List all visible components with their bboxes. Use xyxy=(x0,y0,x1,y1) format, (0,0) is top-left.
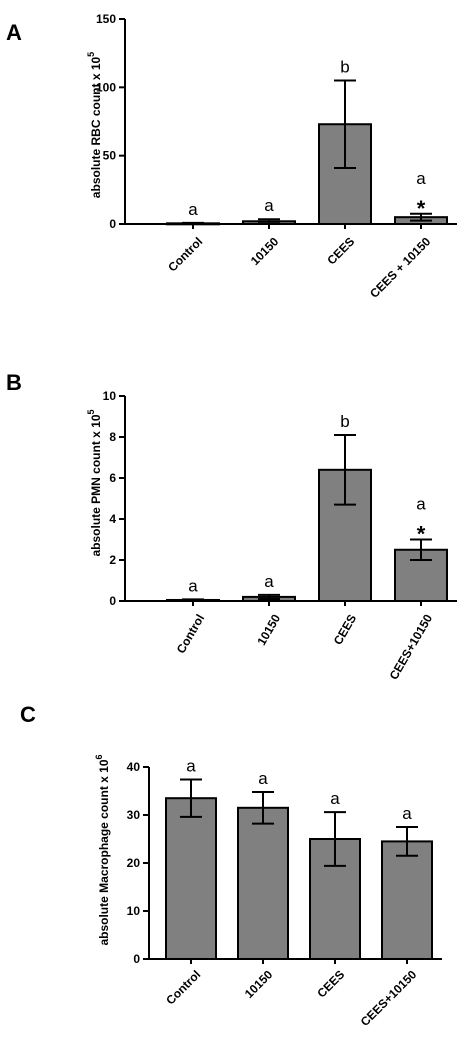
y-tick-label: 10 xyxy=(103,389,117,403)
panel-a-chart: 0 50 100 150 a Control a 10150 b CEES * a CEES + 101… xyxy=(96,12,457,301)
y-tick-label: 0 xyxy=(109,594,116,608)
significance-letter: a xyxy=(188,200,198,219)
significance-letter: a xyxy=(330,789,340,808)
category-label: Control xyxy=(174,612,207,656)
significance-letter: a xyxy=(402,804,412,823)
significance-letter: a xyxy=(416,495,426,514)
significance-letter: a xyxy=(416,169,426,188)
panel-b-chart: 0 2 4 6 8 10 a Control a 10150 b CEES * a CEES+10150 xyxy=(103,389,457,682)
significance-letter: a xyxy=(186,756,196,775)
significance-letter: a xyxy=(188,576,198,595)
category-label: Control xyxy=(163,967,203,1007)
significance-letter: a xyxy=(264,572,274,591)
y-tick-label: 0 xyxy=(109,217,116,231)
y-tick-label: 10 xyxy=(127,904,141,918)
panel-a: A absolute RBC count x 105 0 50 100 150 a Con… xyxy=(6,12,457,301)
significance-star: * xyxy=(417,196,426,221)
y-tick-label: 8 xyxy=(109,430,116,444)
category-label: 10150 xyxy=(248,234,282,268)
y-tick-label: 4 xyxy=(109,512,116,526)
significance-letter: a xyxy=(258,769,268,788)
panel-c-chart: 0 10 20 30 40 a Control a 10150 a CEES a CEES+10150 xyxy=(127,756,442,1029)
category-label: CEES xyxy=(324,234,357,267)
panel-a-ylabel: absolute RBC count x 105 xyxy=(86,52,103,198)
category-label: CEES xyxy=(314,967,347,1000)
y-tick-label: 30 xyxy=(127,808,141,822)
panel-b: B absolute PMN count x 105 0 2 4 6 8 10 a Contr… xyxy=(6,370,457,682)
panel-c-ylabel: absolute Macrophage count x 106 xyxy=(94,754,111,945)
y-tick-label: 6 xyxy=(109,471,116,485)
y-tick-label: 0 xyxy=(133,952,140,966)
panel-c: C absolute Macrophage count x 106 0 10 20 3… xyxy=(20,702,442,1029)
category-label: CEES+10150 xyxy=(358,967,420,1029)
category-label: 10150 xyxy=(254,612,283,648)
category-label: 10150 xyxy=(242,967,276,1001)
panel-b-ylabel: absolute PMN count x 105 xyxy=(86,409,103,556)
category-label: Control xyxy=(165,234,205,274)
significance-letter: b xyxy=(340,412,349,431)
y-tick-label: 100 xyxy=(96,80,116,94)
y-tick-label: 150 xyxy=(96,12,116,26)
significance-letter: a xyxy=(264,196,274,215)
y-tick-label: 50 xyxy=(103,149,117,163)
category-label: CEES xyxy=(331,612,359,647)
panel-a-letter: A xyxy=(6,20,22,45)
y-tick-label: 2 xyxy=(109,553,116,567)
significance-star: * xyxy=(417,522,426,547)
significance-letter: b xyxy=(340,58,349,77)
panel-c-letter: C xyxy=(20,702,36,727)
bar xyxy=(165,797,217,961)
y-tick-label: 20 xyxy=(127,856,141,870)
category-label: CEES + 10150 xyxy=(367,234,434,301)
bar xyxy=(237,806,289,960)
y-tick-label: 40 xyxy=(127,760,141,774)
panel-b-letter: B xyxy=(6,370,22,395)
category-label: CEES+10150 xyxy=(387,612,436,683)
bar xyxy=(381,840,433,961)
